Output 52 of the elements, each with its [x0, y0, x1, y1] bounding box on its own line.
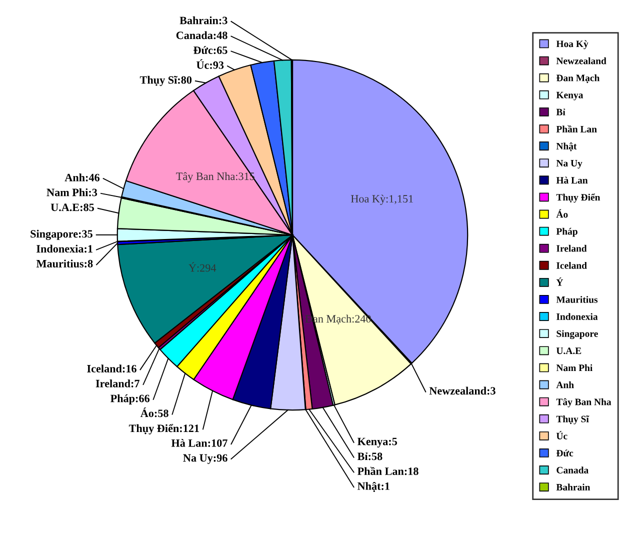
legend-label: Na Uy [556, 160, 582, 169]
legend-label: Ý [556, 277, 564, 286]
data-label: Thụy Sĩ:80 [140, 76, 192, 86]
data-label: Canada:48 [176, 31, 228, 40]
data-label: Đức:65 [194, 46, 228, 54]
data-label: Newzealand:3 [429, 386, 496, 395]
legend-label: Mauritius [556, 296, 598, 303]
legend-label: Indonexia [556, 313, 598, 320]
data-label: Úc:93 [196, 59, 224, 69]
data-label: Singapore:35 [30, 230, 92, 240]
legend-label: Ireland [556, 244, 587, 252]
data-label: Pháp:66 [110, 394, 150, 404]
data-label: Iceland:16 [87, 364, 136, 372]
legend-label: Bahrain [556, 484, 590, 491]
legend-label: Singapore [556, 330, 598, 340]
legend-label: Hoa Kỳ [556, 40, 588, 50]
data-label: Na Uy:96 [183, 454, 228, 464]
legend-label: Canada [556, 466, 588, 474]
data-label: Ireland:7 [96, 379, 140, 388]
data-label: Hà Lan:107 [171, 439, 228, 447]
data-label: Nhật:1 [358, 482, 390, 492]
legend-label: Thụy Điển [556, 193, 600, 203]
legend-label: Kenya [556, 92, 584, 100]
legend-label: Phần Lan [556, 125, 597, 132]
legend-label: Tây Ban Nha [556, 398, 612, 408]
data-label: U.A.E:85 [50, 204, 94, 212]
legend-label: Hà Lan [556, 176, 588, 184]
legend-label: Newzealand [556, 57, 606, 64]
legend-label: Iceland [556, 262, 587, 269]
legend-label: Thụy Sĩ [556, 415, 590, 424]
data-label: Ý:294 [188, 262, 216, 272]
data-label: Hoa Kỳ:1,151 [350, 194, 413, 205]
legend-label: Nam Phi [556, 364, 593, 372]
legend-label: Úc [556, 430, 568, 440]
legend-label: Đan Mạch [556, 74, 600, 84]
data-label: Kenya:5 [357, 438, 398, 448]
legend-label: Anh [556, 381, 574, 388]
data-label: Thụy Điển:121 [128, 424, 199, 434]
legend-label: Bỉ [556, 108, 566, 116]
legend-label: Nhật [556, 142, 577, 152]
data-label: Bỉ:58 [357, 452, 382, 460]
legend-label: Áo [556, 209, 568, 218]
data-label: Phần Lan:18 [357, 466, 418, 476]
data-label: Mauritius:8 [36, 260, 93, 268]
data-label: Anh:46 [64, 173, 100, 182]
legend-label: U.A.E [556, 348, 582, 354]
legend-label: Đức [556, 450, 574, 456]
legend-label: Pháp [556, 228, 578, 237]
data-label: Bahrain:3 [180, 16, 228, 24]
data-label: Áo:58 [140, 407, 168, 418]
data-label: Nam Phi:3 [46, 188, 98, 196]
data-label: Indonexia:1 [36, 244, 92, 253]
